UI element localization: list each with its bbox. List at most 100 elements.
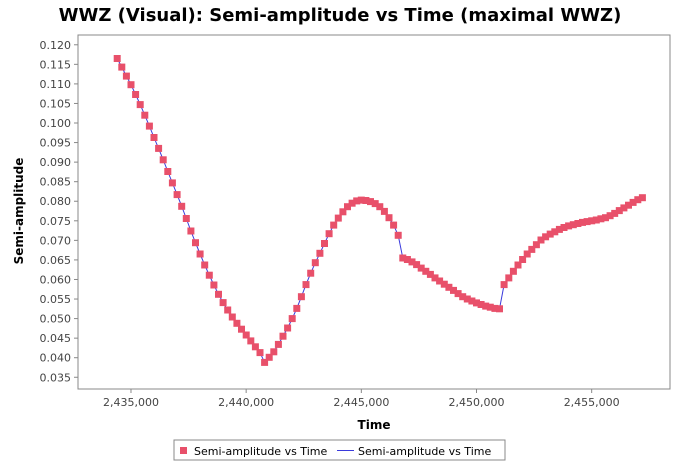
data-point	[353, 197, 361, 205]
data-point	[270, 348, 278, 356]
data-point	[334, 214, 342, 222]
data-point	[519, 256, 527, 263]
y-tick-label: 0.075	[40, 215, 72, 228]
x-tick-label: 2,440,000	[218, 396, 274, 409]
data-point	[132, 91, 140, 98]
data-point	[136, 101, 144, 109]
data-point	[348, 199, 356, 207]
data-point	[505, 274, 513, 282]
data-point	[187, 227, 195, 235]
data-point	[302, 281, 310, 289]
data-point	[537, 236, 545, 244]
data-point	[168, 179, 176, 187]
legend-entry-line: Semi-amplitude vs Time	[358, 445, 491, 458]
legend: Semi-amplitude vs Time Semi-amplitude vs…	[173, 439, 506, 461]
data-point	[178, 202, 186, 210]
data-point	[228, 313, 236, 321]
data-point	[219, 299, 227, 307]
y-tick-label: 0.060	[40, 273, 72, 286]
data-point	[592, 216, 600, 224]
y-tick-label: 0.035	[40, 371, 72, 384]
data-point	[247, 337, 255, 345]
data-point	[403, 256, 411, 263]
data-point	[459, 293, 467, 301]
legend-entry-markers: Semi-amplitude vs Time	[194, 445, 327, 458]
y-tick-label: 0.055	[40, 293, 72, 306]
data-point	[569, 221, 577, 229]
data-point	[431, 274, 439, 282]
data-point	[321, 240, 328, 247]
data-point	[150, 134, 158, 141]
data-point	[376, 203, 384, 211]
series-markers	[113, 55, 646, 366]
data-point	[638, 194, 646, 202]
x-axis: 2,435,000 2,440,000 2,445,000 2,450,000 2,45…	[103, 389, 620, 409]
data-point	[362, 197, 370, 204]
data-point	[385, 214, 393, 222]
data-point	[394, 231, 402, 239]
data-point	[454, 290, 462, 298]
data-point	[279, 332, 287, 340]
data-point	[477, 301, 485, 308]
data-point	[579, 218, 586, 226]
data-point	[551, 228, 559, 236]
data-point	[436, 277, 444, 285]
data-point	[597, 215, 605, 223]
data-point	[473, 299, 480, 307]
data-point	[560, 224, 568, 231]
data-point	[251, 343, 259, 351]
data-point	[583, 218, 591, 226]
data-point	[330, 221, 338, 229]
data-point	[509, 267, 517, 275]
data-point	[344, 203, 351, 211]
plot-area	[77, 34, 671, 390]
legend-marker-icon	[180, 447, 187, 454]
y-tick-label: 0.050	[40, 313, 72, 326]
data-point	[311, 259, 319, 267]
data-point	[293, 304, 301, 312]
data-point	[408, 258, 416, 266]
data-point	[532, 241, 540, 249]
x-tick-label: 2,435,000	[103, 396, 159, 409]
data-point	[210, 281, 218, 289]
y-tick-label: 0.105	[40, 97, 72, 110]
y-tick-label: 0.085	[40, 176, 72, 189]
data-point	[486, 303, 494, 311]
y-tick-label: 0.045	[40, 332, 72, 345]
data-point	[500, 281, 508, 289]
data-point	[265, 353, 273, 361]
y-tick-label: 0.100	[40, 117, 72, 130]
data-point	[615, 207, 623, 215]
data-point	[182, 215, 190, 222]
data-point	[113, 55, 121, 62]
data-point	[141, 111, 149, 119]
y-axis-label: Semi-amplitude	[12, 158, 26, 265]
data-point	[196, 250, 204, 258]
data-point	[215, 290, 222, 298]
data-point	[192, 239, 199, 247]
data-point	[316, 249, 324, 257]
data-point	[357, 196, 365, 204]
y-tick-label: 0.040	[40, 352, 72, 365]
y-tick-label: 0.065	[40, 254, 72, 267]
data-point	[496, 305, 503, 313]
data-point	[565, 222, 573, 230]
data-point	[367, 198, 374, 206]
y-tick-label: 0.110	[40, 78, 72, 91]
data-point	[546, 230, 554, 238]
data-point	[159, 156, 167, 164]
y-tick-label: 0.115	[40, 58, 72, 71]
data-point	[371, 200, 379, 208]
data-point	[528, 245, 536, 253]
y-axis: 0.035 0.040 0.045 0.050 0.055 0.060 0.065 0.070…	[40, 39, 78, 384]
data-point	[390, 221, 398, 229]
x-axis-label: Time	[358, 418, 391, 432]
data-point	[224, 306, 232, 314]
data-point	[555, 225, 563, 233]
data-point	[201, 261, 209, 269]
data-point	[242, 331, 250, 339]
data-point	[542, 233, 550, 241]
data-point	[426, 270, 434, 278]
data-point	[261, 358, 269, 366]
